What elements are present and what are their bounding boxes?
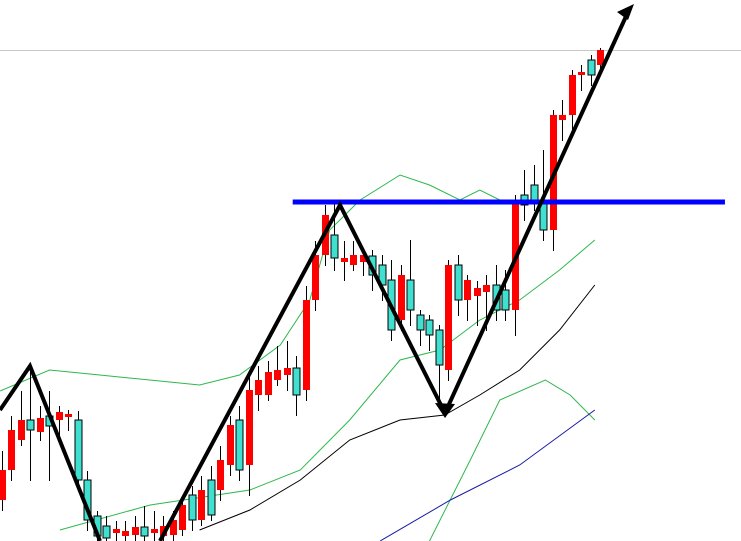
candle-body <box>102 525 111 539</box>
candle-body <box>198 490 205 520</box>
candle-body <box>474 288 481 296</box>
candle-body <box>246 390 253 465</box>
indicator-line <box>379 409 596 541</box>
candle-body <box>454 264 463 301</box>
candle-body <box>341 258 348 262</box>
candle-body <box>425 319 434 336</box>
candle-body <box>435 329 444 366</box>
candle-body <box>597 50 604 65</box>
candle-body <box>235 419 244 471</box>
candle-body <box>406 279 415 311</box>
candle-body <box>217 460 224 490</box>
candle-body <box>18 420 25 440</box>
candle-body <box>122 531 129 536</box>
candle-body <box>303 300 310 390</box>
indicator-line <box>429 379 596 541</box>
indicator-line <box>199 284 596 531</box>
candle-body <box>8 430 15 470</box>
candle-body <box>65 414 72 417</box>
candle-body <box>312 255 319 300</box>
candle-body <box>416 314 425 331</box>
candle-body <box>140 526 149 537</box>
trend-line <box>158 11 630 541</box>
trend-line <box>0 361 102 541</box>
candle-body <box>113 529 120 533</box>
candle-body <box>501 289 510 311</box>
candle-body <box>578 72 585 75</box>
candle-body <box>587 59 596 76</box>
indicator-line <box>59 239 596 531</box>
candle-body <box>360 255 367 262</box>
candle-body <box>569 75 576 115</box>
candle-body <box>0 470 6 500</box>
candle-body <box>151 529 158 533</box>
candle-body <box>445 265 452 370</box>
candle-body <box>559 115 566 120</box>
candle-body <box>398 275 405 320</box>
candle-body <box>37 418 44 432</box>
candle-body <box>350 255 357 265</box>
indicator-line <box>0 174 501 392</box>
candle-body <box>188 494 197 521</box>
arrow-head <box>617 4 634 20</box>
candle-body <box>274 370 281 380</box>
candle-body <box>255 380 262 395</box>
candle-body <box>132 527 139 535</box>
candle-body <box>265 372 272 395</box>
candle-body <box>464 280 471 300</box>
candle-body <box>330 234 339 259</box>
arrow-head <box>435 403 455 418</box>
candle-body <box>207 479 216 516</box>
candle-body <box>26 419 35 431</box>
candle-body <box>74 419 83 481</box>
candle-body <box>483 285 490 292</box>
candle-body <box>292 367 301 396</box>
candle-body <box>227 425 234 465</box>
candle-body <box>170 520 177 535</box>
trend-arrows <box>0 4 634 541</box>
candle-body <box>284 368 291 375</box>
candle-body <box>179 505 186 530</box>
candle-body <box>530 184 539 201</box>
candle-body <box>56 412 63 420</box>
